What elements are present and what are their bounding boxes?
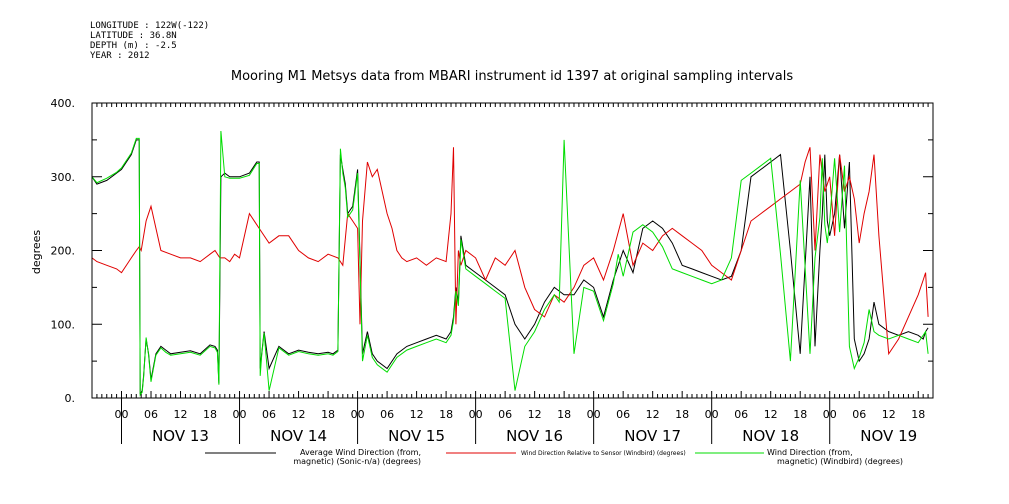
x-hour-label: 06: [144, 408, 158, 421]
day-label: NOV 14: [270, 427, 327, 445]
x-hour-label: 06: [262, 408, 276, 421]
latitude-label: LATITUDE : 36.8N: [90, 31, 177, 41]
day-label: NOV 15: [388, 427, 445, 445]
y-tick-label: 300.: [51, 171, 76, 184]
y-tick-label: 200.: [51, 245, 76, 258]
series-line-1: [91, 139, 929, 395]
series-line-3: [91, 130, 929, 397]
y-axis-label: degrees: [30, 230, 43, 275]
depth-label: DEPTH (m) : -2.5: [90, 41, 177, 51]
x-hour-label: 18: [557, 408, 571, 421]
x-hour-label: 18: [911, 408, 925, 421]
plot-frame: [91, 102, 934, 399]
metadata-block: LONGITUDE : 122W(-122) LATITUDE : 36.8N DE…: [90, 21, 209, 61]
x-hour-label: 18: [321, 408, 335, 421]
x-hour-label: 12: [174, 408, 188, 421]
legend: Average Wind Direction (from,magnetic) (…: [205, 448, 903, 466]
x-hour-label: 12: [764, 408, 778, 421]
x-hour-label: 12: [292, 408, 306, 421]
year-label: YEAR : 2012: [90, 51, 150, 61]
x-hour-label: 06: [380, 408, 394, 421]
longitude-label: LONGITUDE : 122W(-122): [90, 21, 210, 31]
series-line-2: [91, 147, 929, 356]
x-hour-label: 12: [882, 408, 896, 421]
series-layer: [91, 130, 929, 397]
day-label: NOV 13: [152, 427, 209, 445]
x-hour-label: 12: [646, 408, 660, 421]
day-label: NOV 17: [624, 427, 681, 445]
x-hour-label: 18: [439, 408, 453, 421]
axes-layer: 0.100.200.300.400.00 06 12 18 00 06 12 18 00 06 12…: [51, 97, 934, 445]
legend-label-1: Average Wind Direction (from,: [300, 448, 421, 457]
y-tick-label: 100.: [51, 318, 76, 331]
chart-title: Mooring M1 Metsys data from MBARI instru…: [231, 69, 793, 84]
x-hour-label: 06: [852, 408, 866, 421]
day-label: NOV 19: [860, 427, 917, 445]
legend-label-3: Wind Direction (from,: [767, 448, 853, 457]
x-hour-label: 06: [498, 408, 512, 421]
legend-label-1-line2: magnetic) (Sonic-n/a) (degrees): [293, 457, 421, 466]
y-tick-label: 400.: [51, 97, 76, 110]
day-label: NOV 18: [742, 427, 799, 445]
x-hour-label: 12: [410, 408, 424, 421]
x-hour-label: 12: [528, 408, 542, 421]
x-hour-label: 06: [734, 408, 748, 421]
x-hour-label: 18: [675, 408, 689, 421]
legend-label-2: Wind Direction Relative to Sensor (Windb…: [521, 450, 686, 457]
x-hour-label: 18: [203, 408, 217, 421]
legend-label-3-line2: magnetic) (Windbird) (degrees): [777, 457, 903, 466]
y-tick-label: 0.: [65, 392, 76, 405]
x-hour-label: 18: [793, 408, 807, 421]
day-label: NOV 16: [506, 427, 563, 445]
x-hour-label: 06: [616, 408, 630, 421]
